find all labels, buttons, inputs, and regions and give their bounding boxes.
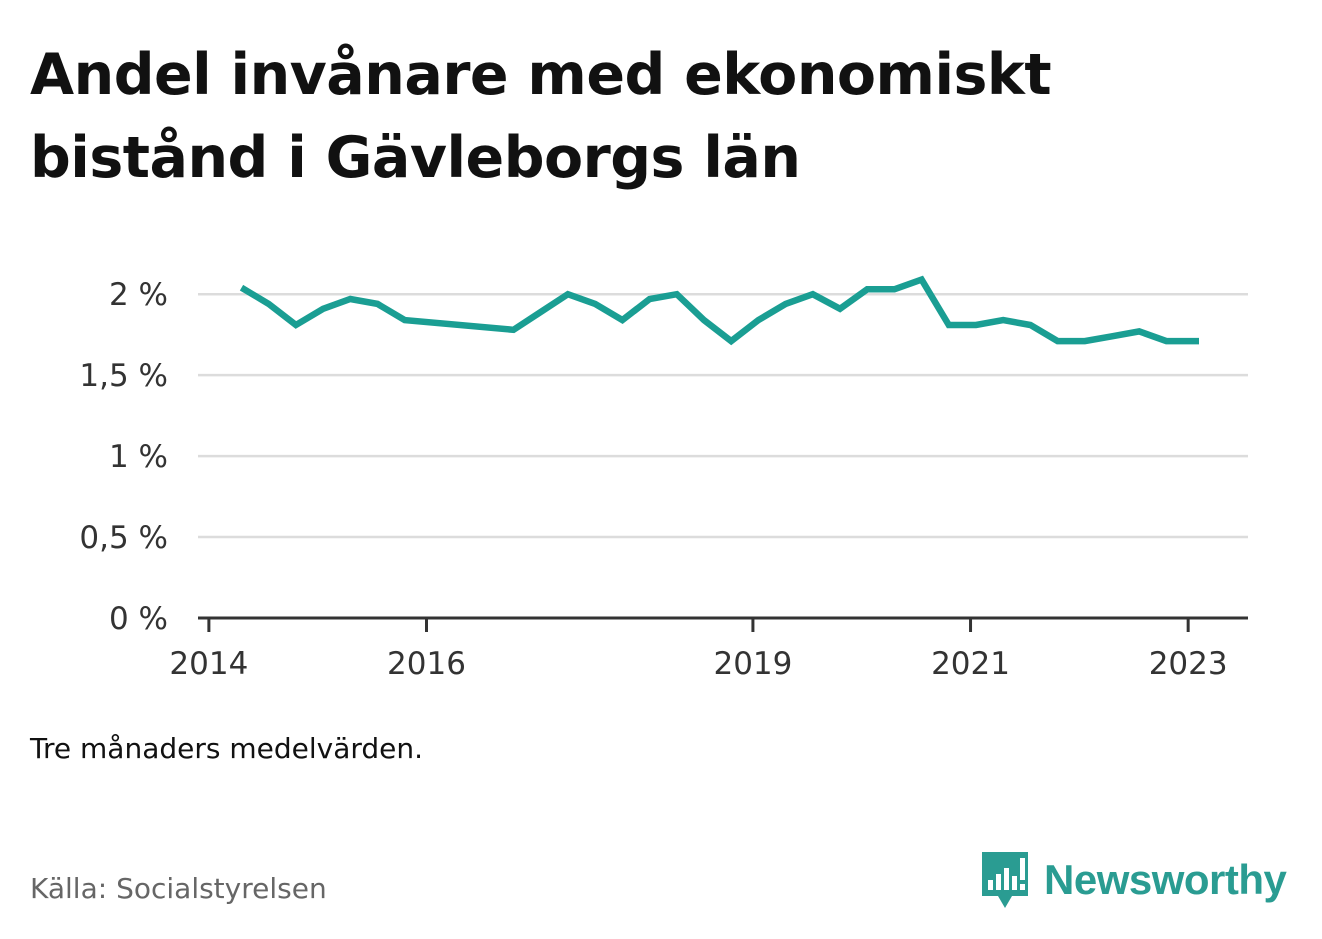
x-tick-label: 2016 <box>387 646 466 682</box>
series-line <box>239 275 1199 346</box>
chart-title-line-2: bistånd i Gävleborgs län <box>30 125 801 191</box>
x-tick-label: 2021 <box>931 646 1010 682</box>
x-tick-label: 2019 <box>713 646 792 682</box>
chart-title: Andel invånare med ekonomiskt bistånd i … <box>30 34 1230 200</box>
source-text: Källa: Socialstyrelsen <box>30 872 327 905</box>
brand-name: Newsworthy <box>1044 856 1287 903</box>
newsworthy-logo-icon <box>982 852 1028 908</box>
chart-note: Tre månaders medelvärden. <box>30 732 424 765</box>
line-chart: 0 % 0,5 % 1 % 1,5 % 2 % 2014 2016 2019 2021 2023 <box>79 275 1248 682</box>
y-tick-label: 2 % <box>109 277 168 313</box>
x-tick-label: 2023 <box>1149 646 1228 682</box>
y-tick-label: 1,5 % <box>79 358 168 394</box>
y-tick-label: 0 % <box>109 601 168 637</box>
chart-title-line-1: Andel invånare med ekonomiskt <box>30 42 1052 108</box>
x-tick-label: 2014 <box>169 646 248 682</box>
y-tick-label: 0,5 % <box>79 520 168 556</box>
y-tick-label: 1 % <box>109 439 168 475</box>
brand-logo: Newsworthy <box>980 848 1287 912</box>
